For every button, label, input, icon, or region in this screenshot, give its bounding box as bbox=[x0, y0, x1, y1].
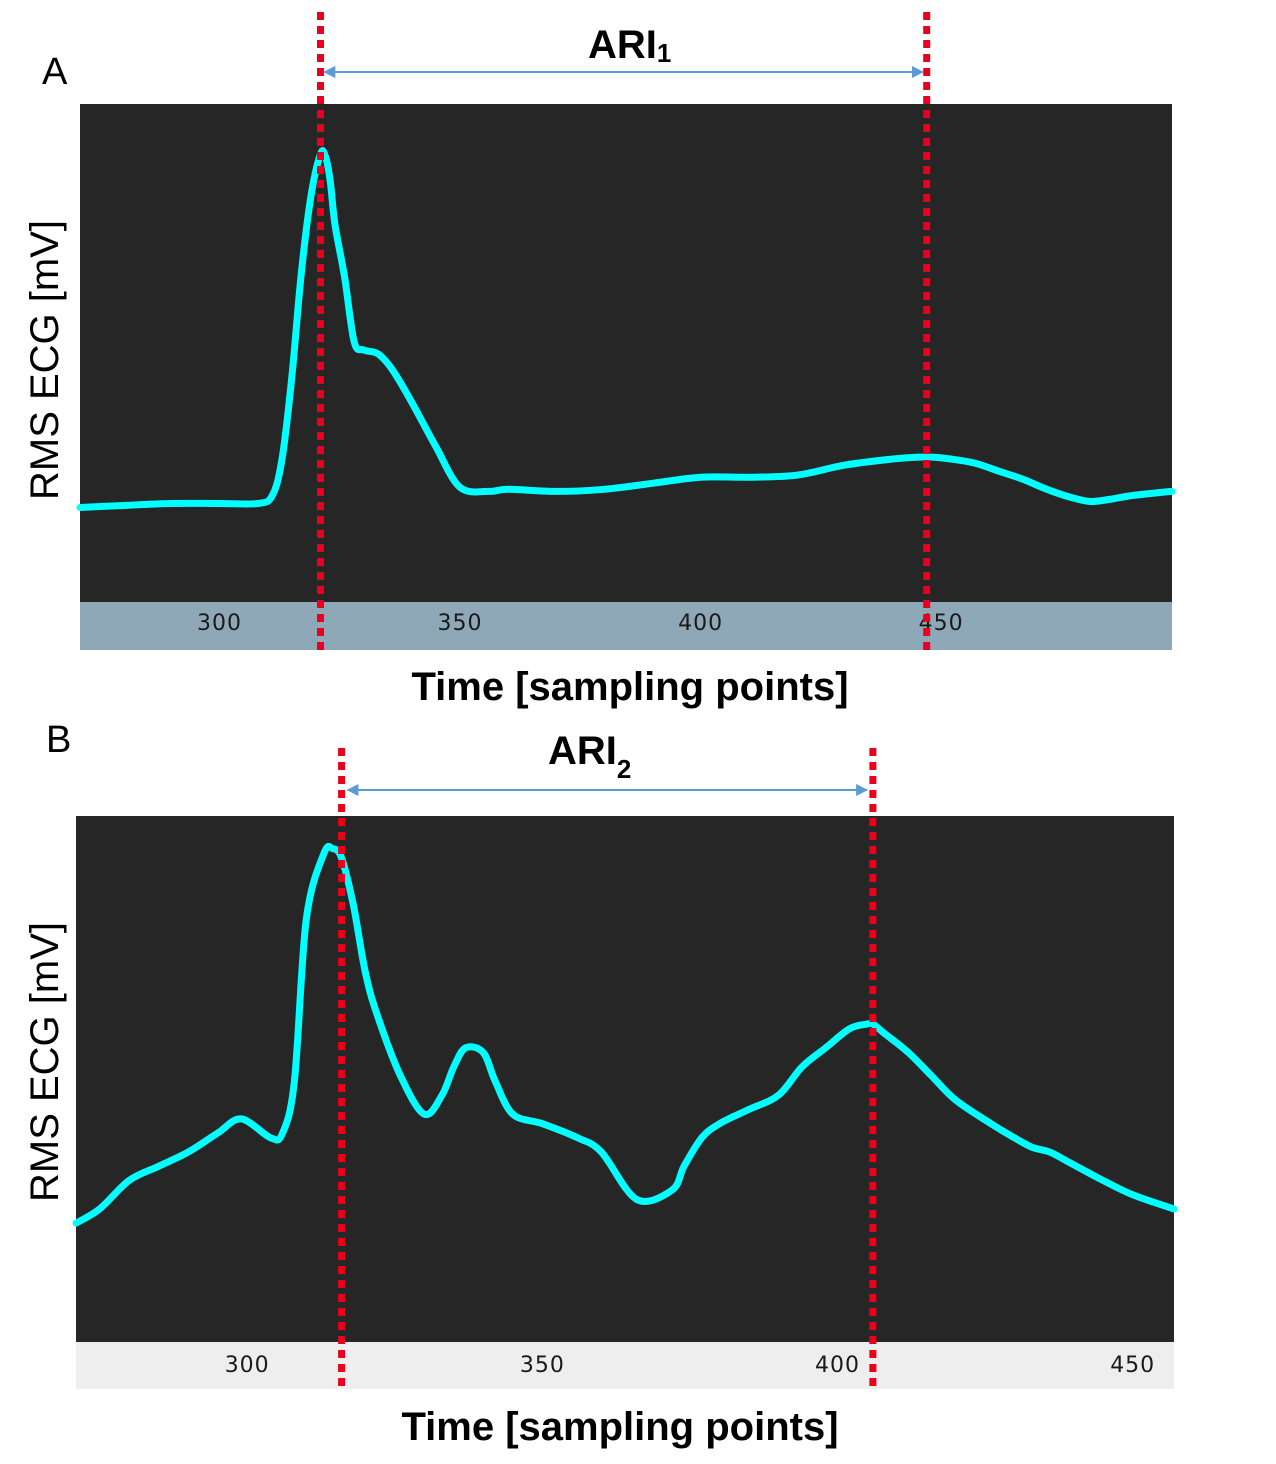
ari-label-subscript-a: 1 bbox=[657, 38, 671, 68]
ari-label-a: ARI1 bbox=[588, 23, 671, 68]
x-axis-strip-a bbox=[80, 602, 1172, 650]
x-tick-label: 400 bbox=[678, 611, 723, 636]
x-tick-label: 450 bbox=[1110, 1353, 1155, 1378]
ari-label-text-a: ARI bbox=[588, 23, 657, 67]
rms-ecg-line-b bbox=[72, 842, 1178, 1227]
ari-markers-b bbox=[338, 748, 877, 1390]
x-tick-label: 300 bbox=[225, 1353, 270, 1378]
x-axis-strip-b bbox=[76, 1342, 1174, 1389]
x-ticks-b: 300 350 400 450 bbox=[225, 1353, 1155, 1378]
y-axis-label-b: RMS ECG [mV] bbox=[23, 922, 67, 1202]
x-axis-label-a: Time [sampling points] bbox=[411, 665, 848, 709]
ari-label-text-b: ARI bbox=[548, 729, 617, 773]
x-axis-label-b: Time [sampling points] bbox=[401, 1405, 838, 1449]
y-axis-label-a: RMS ECG [mV] bbox=[23, 220, 67, 500]
panel-b: 300 350 400 450 B ARI2 RMS ECG [mV] Time [s… bbox=[23, 719, 1178, 1449]
rms-ecg-line-a bbox=[76, 147, 1176, 511]
x-tick-label: 350 bbox=[520, 1353, 565, 1378]
panel-a: 300 350 400 450 A ARI1 RMS ECG [mV] Time [s… bbox=[23, 12, 1176, 709]
plot-area-b bbox=[76, 816, 1174, 1342]
ari-label-b: ARI2 bbox=[548, 729, 631, 784]
panel-letter-a: A bbox=[42, 51, 68, 93]
panel-letter-b: B bbox=[46, 719, 71, 761]
x-tick-label: 300 bbox=[197, 611, 242, 636]
x-tick-label: 400 bbox=[815, 1353, 860, 1378]
ari-label-subscript-b: 2 bbox=[617, 754, 631, 784]
plot-area-a bbox=[80, 104, 1172, 602]
ari-markers-a bbox=[317, 12, 931, 652]
x-tick-label: 350 bbox=[438, 611, 483, 636]
